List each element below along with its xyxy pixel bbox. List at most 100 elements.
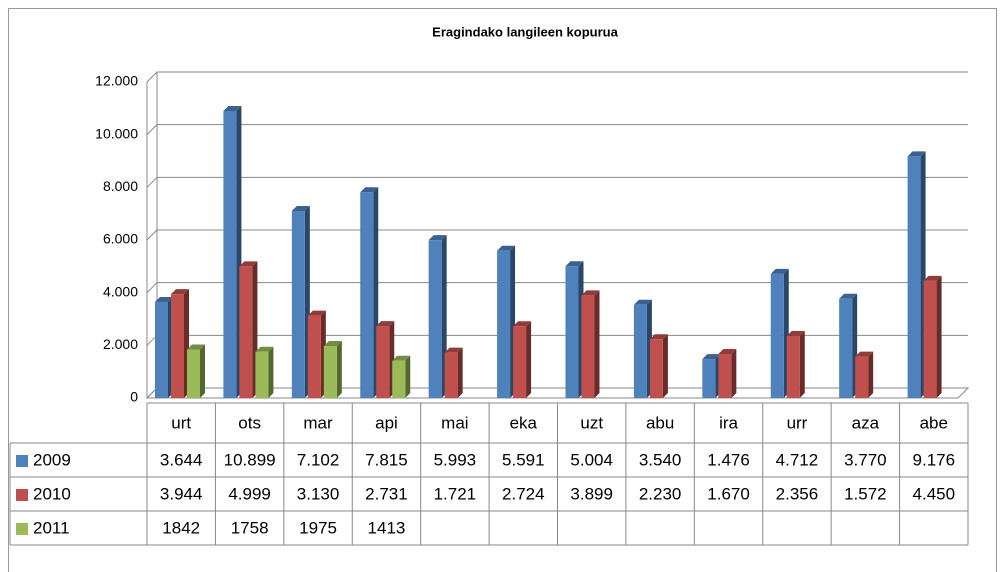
data-label: 7.102	[297, 450, 340, 469]
x-tick-label: eka	[510, 413, 538, 432]
data-label: 1.572	[844, 484, 887, 503]
bar-top	[786, 330, 805, 336]
bar-top	[171, 289, 189, 295]
bar-side	[731, 349, 737, 398]
x-tick-label: ira	[719, 413, 738, 432]
bar-top	[323, 340, 342, 346]
bar-top	[223, 105, 242, 111]
x-tick-label: aza	[852, 413, 880, 432]
bar-top	[376, 321, 395, 327]
data-label: 2.724	[502, 484, 545, 503]
data-label: 4.712	[776, 450, 819, 469]
data-label: 3.899	[570, 484, 613, 503]
bar-top	[360, 187, 379, 193]
data-label: 10.899	[224, 450, 276, 469]
legend-key	[16, 455, 28, 467]
data-label: 3.540	[639, 450, 682, 469]
bar	[255, 351, 269, 398]
grid-line	[146, 71, 968, 83]
grid-line	[146, 282, 968, 294]
data-label: 5.993	[434, 450, 477, 469]
bar	[633, 304, 647, 398]
y-tick-label: 2.000	[103, 336, 138, 352]
bar-top	[718, 349, 737, 355]
x-tick-label: abe	[920, 413, 948, 432]
bar-side	[526, 321, 532, 398]
bar-top	[839, 293, 858, 299]
bar	[223, 110, 237, 399]
bar	[855, 356, 869, 398]
data-label: 2.731	[365, 484, 408, 503]
y-tick-label: 10.000	[95, 125, 138, 141]
bar	[323, 345, 337, 398]
data-label: 5.591	[502, 450, 545, 469]
data-label: 1758	[231, 518, 269, 537]
bar	[581, 295, 595, 398]
bar-side	[799, 330, 805, 398]
legend-key	[16, 489, 28, 501]
y-tick-label: 0	[130, 389, 138, 405]
bar	[392, 360, 406, 398]
grid-line	[146, 229, 968, 241]
y-tick-label: 8.000	[103, 178, 138, 194]
x-tick-label: mar	[303, 413, 333, 432]
bar	[428, 240, 442, 398]
legend-label: 2011	[33, 518, 70, 537]
bar	[444, 352, 458, 398]
data-label: 2.230	[639, 484, 682, 503]
bar	[171, 294, 184, 398]
legend-label: 2009	[33, 450, 71, 469]
x-tick-label: api	[375, 413, 398, 432]
bar-top	[255, 346, 274, 352]
bar-side	[662, 334, 668, 398]
bar-top	[392, 355, 411, 361]
bar	[702, 359, 716, 398]
data-label: 3.944	[160, 484, 203, 503]
bar	[839, 298, 853, 398]
bar-side	[268, 346, 274, 398]
grid-line	[146, 124, 968, 136]
bar	[187, 349, 200, 398]
data-label: 5.004	[570, 450, 613, 469]
x-tick-label: urr	[787, 413, 808, 432]
x-tick-label: abu	[646, 413, 674, 432]
bar-side	[336, 340, 342, 398]
data-label: 2.356	[776, 484, 819, 503]
bar	[770, 273, 784, 398]
bar	[239, 266, 253, 398]
bar	[923, 280, 937, 398]
data-label: 9.176	[913, 450, 956, 469]
bar	[718, 354, 732, 398]
bar	[513, 326, 527, 398]
data-label: 1413	[368, 518, 406, 537]
data-label: 4.450	[913, 484, 956, 503]
bar-top	[633, 299, 652, 305]
chart-title: Eragindako langileen kopurua	[432, 24, 618, 39]
x-tick-label: urt	[171, 413, 191, 432]
data-label: 1.670	[707, 484, 750, 503]
bar-top	[770, 268, 789, 274]
bar	[497, 250, 511, 398]
bar-top	[565, 261, 584, 267]
bar-top	[581, 290, 600, 296]
bar-top	[444, 347, 463, 353]
bar	[376, 326, 390, 398]
bar	[565, 266, 579, 398]
bar	[155, 302, 168, 398]
data-label: 1.476	[707, 450, 750, 469]
bar-top	[187, 344, 205, 350]
bar-top	[855, 351, 874, 357]
bar-side	[457, 347, 463, 398]
bar-top	[155, 297, 173, 303]
data-label: 1842	[162, 518, 200, 537]
x-tick-label: ots	[238, 413, 261, 432]
data-label: 1.721	[434, 484, 477, 503]
bar-top	[702, 354, 721, 360]
y-tick-label: 4.000	[103, 283, 138, 299]
data-label: 7.815	[365, 450, 408, 469]
bar	[291, 210, 305, 398]
bar-top	[907, 151, 926, 157]
bar-side	[868, 351, 874, 398]
bar	[307, 315, 321, 398]
